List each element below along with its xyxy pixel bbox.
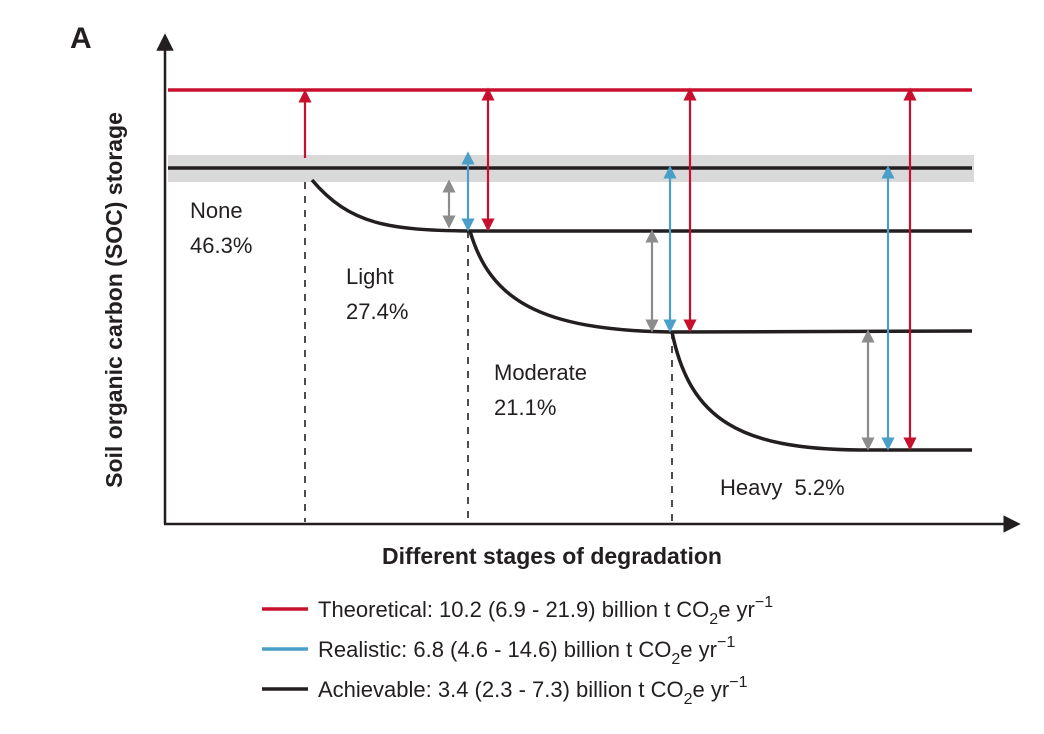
stage-label-heavy: Heavy 5.2%	[720, 475, 845, 500]
stage-percent-none: 46.3%	[190, 233, 252, 258]
stage-label-none: None	[190, 198, 243, 223]
stage-label-moderate: Moderate	[494, 360, 587, 385]
stage-percent-light: 27.4%	[346, 299, 408, 324]
legend-text-realistic: Realistic: 6.8 (4.6 - 14.6) billion t CO…	[318, 634, 735, 668]
legend-text-theoretical: Theoretical: 10.2 (6.9 - 21.9) billion t…	[318, 594, 773, 628]
stage-percent-heavy: 5.2%	[794, 475, 844, 500]
stage-percent-moderate: 21.1%	[494, 395, 556, 420]
legend: Theoretical: 10.2 (6.9 - 21.9) billion t…	[262, 594, 773, 708]
heavy-degradation-curve	[670, 331, 972, 452]
stage-label-light: Light	[346, 264, 394, 289]
stage-name-heavy: Heavy	[720, 475, 782, 500]
light-degradation-curve	[310, 178, 972, 233]
y-axis-title: Soil organic carbon (SOC) storage	[101, 112, 127, 488]
x-axis-title: Different stages of degradation	[382, 543, 722, 569]
moderate-degradation-curve	[468, 230, 973, 334]
panel-label: A	[70, 22, 92, 55]
legend-text-achievable: Achievable: 3.4 (2.3 - 7.3) billion t CO…	[318, 674, 748, 708]
